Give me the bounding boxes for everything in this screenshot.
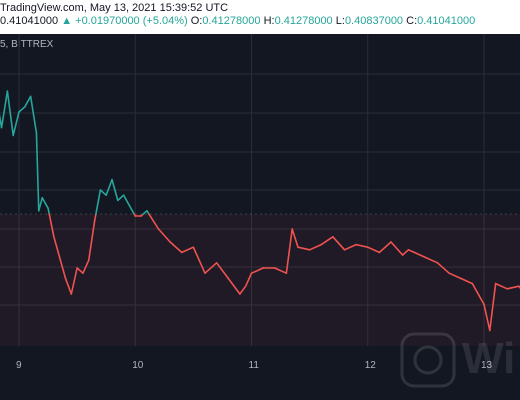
price-line-segment [355, 243, 369, 248]
price-line-segment [332, 236, 346, 251]
price-line-segment [95, 189, 102, 215]
price-line-segment [48, 213, 55, 238]
price-line-segment [47, 207, 51, 215]
price-line-segment [291, 228, 299, 248]
price-line-segment [227, 277, 241, 295]
high-value: 0.41278000 [274, 15, 333, 27]
price-line-segment [285, 228, 293, 274]
close-value: 0.41041000 [417, 15, 476, 27]
price-line-segment [320, 236, 334, 246]
chart-area[interactable]: 5, BITTREX 9 10 11 12 13 Wi [0, 34, 520, 400]
price-line-segment [99, 189, 107, 196]
current-price: 0.41041000 [0, 15, 59, 27]
price-line-segment [407, 249, 416, 254]
price-line-segment [366, 246, 381, 254]
price-line-segment [0, 90, 9, 129]
price-line-segment [244, 272, 253, 287]
price-line-segment [459, 277, 474, 285]
chart-header: TradingView.com, May 13, 2021 15:39:52 U… [0, 0, 520, 34]
source-line: TradingView.com, May 13, 2021 15:39:52 U… [0, 2, 229, 14]
price-line-segment [483, 303, 491, 332]
price-line-segment [273, 267, 288, 274]
x-tick-label: 13 [481, 360, 493, 371]
price-line-segment [82, 259, 90, 274]
price-line-segment [297, 246, 311, 251]
price-line-segment [148, 213, 160, 230]
price-line-segment [128, 204, 136, 215]
price-line-segment [87, 220, 96, 261]
price-line-segment [192, 246, 206, 274]
open-value: 0.41278000 [202, 15, 261, 27]
price-line-segment [111, 178, 119, 202]
price-line-segment [64, 277, 73, 295]
price-line-segment [390, 241, 404, 256]
price-line-segment [448, 272, 462, 280]
price-line-segment [215, 262, 230, 280]
price-line-segment [169, 241, 183, 254]
high-label: H: [263, 15, 275, 27]
price-line-segment [70, 267, 78, 295]
price-line-segment [12, 111, 20, 137]
price-line-segment [506, 285, 520, 290]
close-label: C: [406, 15, 418, 27]
price-line-segment [105, 178, 113, 196]
low-label: L: [335, 15, 345, 27]
ohlc-line: 0.41041000 ▲ +0.01970000 (+5.04%) O:0.41… [0, 15, 475, 27]
price-line-segment [93, 213, 97, 222]
price-line-segment [494, 282, 509, 290]
price-line-segment [142, 210, 148, 215]
price-line-segment [180, 246, 195, 254]
price-line-segment [6, 90, 14, 137]
price-line-segment [76, 267, 84, 274]
baseline-shade [0, 214, 520, 346]
price-line-segment [343, 243, 357, 251]
price-line-segment [239, 285, 247, 295]
price-chart [0, 34, 520, 346]
price-line-segment [250, 267, 264, 274]
change-up-icon: ▲ [61, 15, 73, 27]
price-line-segment [37, 197, 44, 212]
price-line-segment [0, 113, 3, 129]
price-line-segment [122, 194, 131, 207]
price-line-segment [157, 228, 171, 243]
open-label: O: [190, 15, 203, 27]
x-tick-label: 9 [16, 360, 22, 371]
x-tick-label: 10 [132, 360, 144, 371]
price-line-segment [35, 132, 40, 212]
price-line-segment [471, 282, 485, 306]
price-line-segment [401, 249, 410, 256]
price-change: +0.01970000 (+5.04%) [75, 15, 188, 27]
price-line-segment [24, 95, 32, 108]
price-line-segment [413, 251, 427, 259]
low-value: 0.40837000 [344, 15, 404, 27]
x-tick-label: 12 [364, 360, 376, 371]
price-line-segment [53, 236, 61, 259]
price-line-segment [41, 197, 49, 209]
price-line-segment [18, 106, 26, 113]
price-line-segment [58, 256, 67, 280]
price-line-segment [117, 194, 125, 202]
price-line-segment [425, 256, 439, 264]
watermark-text: Wi [462, 334, 516, 383]
price-line-segment [378, 241, 392, 254]
price-line-segment [29, 95, 38, 134]
watermark-logo-icon [400, 332, 456, 388]
symbol-label: 5, BITTREX [0, 39, 54, 50]
price-line-segment [436, 262, 450, 274]
price-line-segment [489, 282, 497, 332]
price-line-segment [308, 243, 323, 251]
price-line-segment [204, 262, 218, 274]
x-tick-label: 11 [248, 360, 259, 371]
